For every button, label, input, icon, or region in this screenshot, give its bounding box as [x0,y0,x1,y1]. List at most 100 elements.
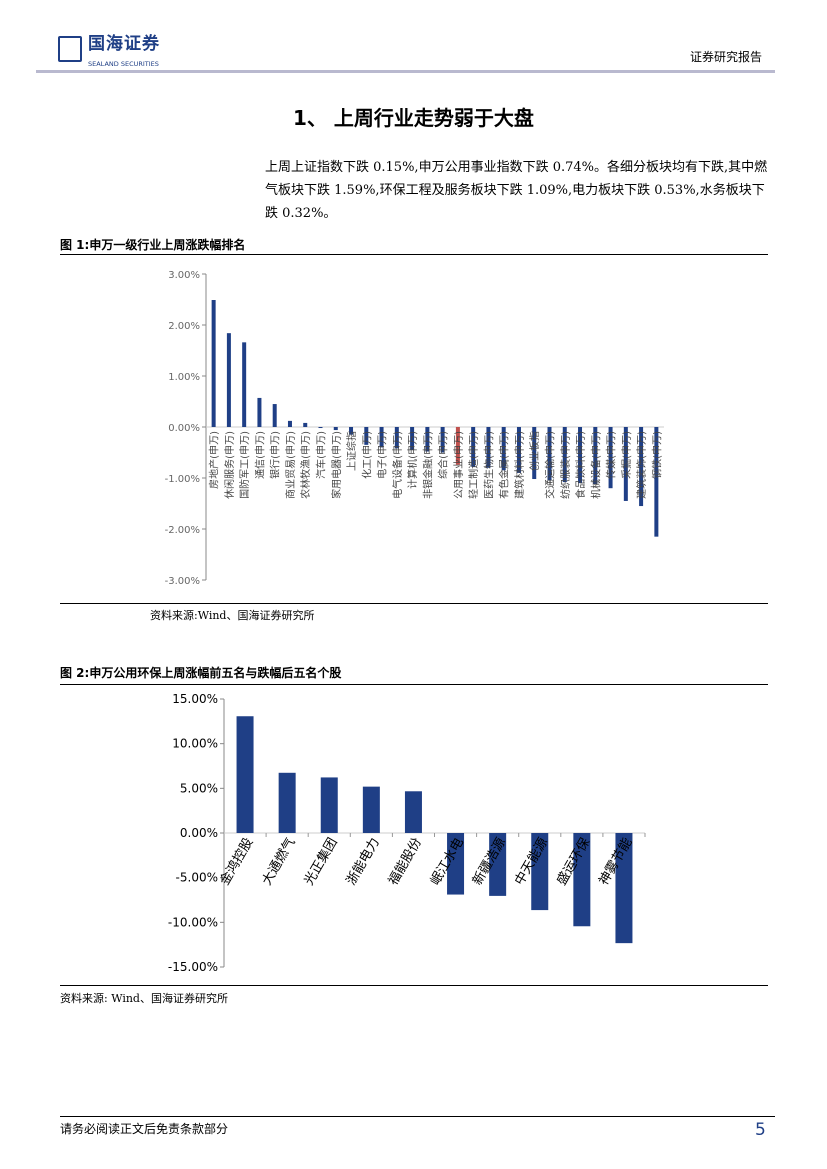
section-title: 1、 上周行业走势弱于大盘 [293,106,534,130]
bar [489,833,507,896]
bar [639,427,644,507]
x-tick-label: 金鸿控股 [217,835,257,888]
bar [303,422,308,427]
y-tick-label: -3.00% [165,576,200,587]
x-tick-label: 光正集团 [301,835,341,888]
x-tick-label: 电子(申万) [376,431,389,479]
figure1-title: 图 1:申万一级行业上周涨跌幅排名 [60,238,246,252]
bar [236,716,254,833]
x-tick-label: 有色金属(申万) [498,431,511,499]
bar [486,427,491,468]
bar [272,404,277,427]
page-number: 5 [755,1120,766,1140]
x-tick-label: 休闲服务(申万) [223,431,236,499]
bar [532,427,537,480]
bar [516,427,521,473]
x-tick-label: 公用事业(申万) [452,431,465,499]
bar [242,342,247,427]
logo-cn: 国海证券 [88,34,160,54]
logo-icon [58,36,82,62]
doc-type: 证券研究报告 [690,50,763,64]
bar [394,427,399,449]
x-tick-label: 汽车(申万) [315,431,328,479]
bar [211,300,216,427]
x-tick-label: 机械设备(申万) [589,431,602,499]
x-tick-label: 银行(申万) [269,431,282,479]
figure1-top-rule [60,254,768,255]
bar [404,791,422,833]
logo-en: SEALAND SECURITIES [88,60,159,68]
x-tick-label: 钢铁(申万) [650,431,663,479]
bar [471,427,476,467]
bar [287,420,292,427]
figure2-top-rule [60,684,768,685]
bar [531,833,549,911]
footer-disclaimer: 请务必阅读正文后免责条款部分 [60,1122,229,1136]
bar [410,427,415,450]
bar [320,777,338,833]
bar [362,786,380,833]
bar [615,833,633,944]
bar [425,427,430,452]
x-tick-label: 医药生物(申万) [482,431,495,499]
x-tick-label: 浙能电力 [344,836,383,889]
y-tick-label: 15.00% [172,692,218,706]
x-tick-label: 采掘(申万) [620,431,633,479]
bar [547,427,552,481]
bar [501,427,506,471]
figure2-bottom-rule [60,985,768,986]
footer-rule [60,1116,775,1117]
bar [608,427,613,489]
y-tick-label: 10.00% [172,737,218,751]
y-tick-label: 0.00% [180,826,218,840]
bar [333,427,338,431]
bar [226,333,231,427]
x-tick-label: 计算机(申万) [406,431,419,489]
x-tick-label: 农林牧渔(申万) [299,431,312,499]
y-tick-label: -10.00% [168,915,218,929]
figure2-source: 资料来源: Wind、国海证券研究所 [60,992,228,1005]
y-tick-label: -5.00% [176,871,218,885]
x-tick-label: 综合(申万) [437,431,450,479]
x-tick-label: 房地产(申万) [208,431,221,489]
y-tick-label: -2.00% [165,525,200,536]
x-tick-label: 建筑材料(申万) [513,431,526,499]
x-tick-label: 纺织服装(申万) [559,431,572,499]
x-tick-label: 传媒(申万) [605,431,618,479]
bar [623,427,628,501]
x-tick-label: 大通燃气 [259,835,299,888]
figure1-source: 资料来源:Wind、国海证券研究所 [150,609,315,622]
x-tick-label: 通信(申万) [253,431,266,479]
y-tick-label: 0.00% [168,423,200,434]
summary-paragraph: 上周上证指数下跌 0.15%,申万公用事业指数下跌 0.74%。各细分板块均有下… [265,160,768,221]
bar [578,427,583,484]
y-tick-label: -15.00% [168,960,218,974]
x-tick-label: 食品饮料(申万) [574,431,587,499]
y-tick-label: 3.00% [168,270,200,281]
x-tick-label: 轻工制造(申万) [467,431,480,499]
x-tick-label: 建筑装饰(申万) [635,431,648,499]
bar [447,833,465,895]
bar [379,427,384,448]
y-tick-label: 5.00% [180,781,218,795]
figure2-title: 图 2:申万公用环保上周涨幅前五名与跌幅后五名个股 [60,666,342,680]
y-tick-label: 1.00% [168,372,200,383]
bar [318,427,323,429]
x-tick-label: 家用电器(申万) [330,431,343,499]
header-divider [36,70,775,73]
x-tick-label: 创业板指 [528,431,541,471]
bar [573,833,591,927]
x-tick-label: 交通运输(申万) [544,431,557,499]
x-tick-label: 商业贸易(申万) [284,431,297,499]
bar [278,772,296,833]
y-tick-label: 2.00% [168,321,200,332]
bar [257,397,262,427]
figure1-bottom-rule [60,603,768,604]
bar [654,427,659,537]
x-tick-label: 化工(申万) [360,431,373,479]
bar [364,427,369,445]
y-tick-label: -1.00% [165,474,200,485]
x-tick-label: 非银金融(申万) [421,431,434,499]
x-tick-label: 上证综指 [345,431,358,471]
